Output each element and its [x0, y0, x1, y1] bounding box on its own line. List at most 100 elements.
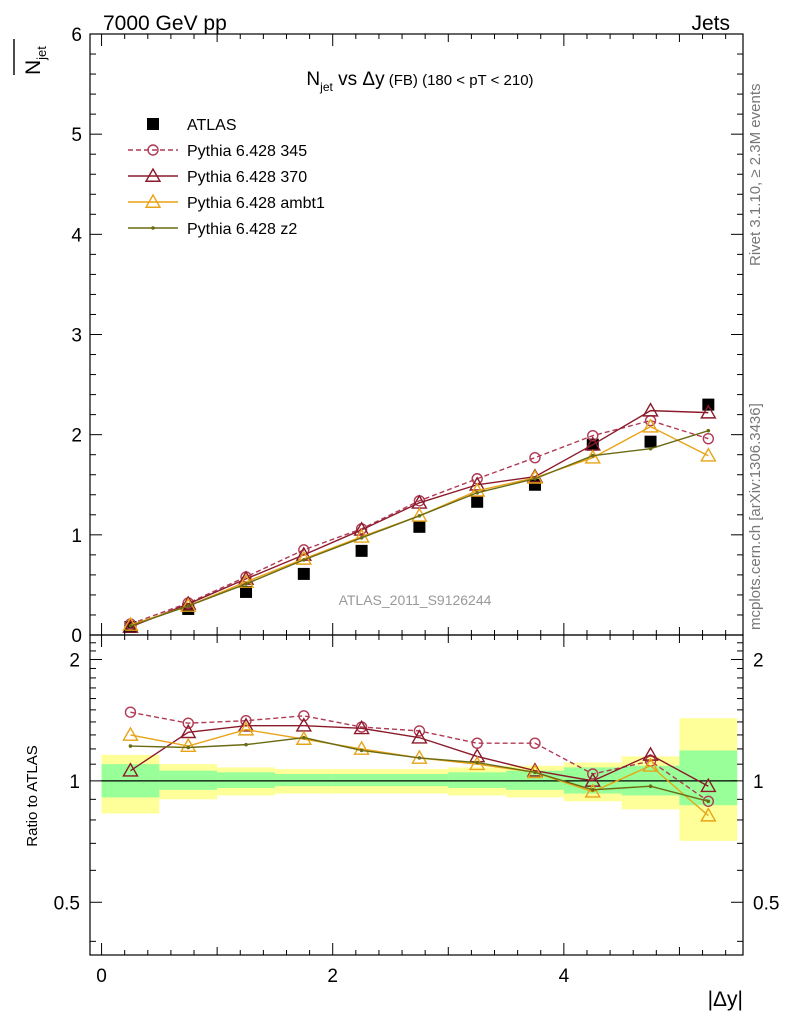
- main-point-4-3: [302, 558, 306, 562]
- main-point-4-7: [533, 476, 537, 481]
- legend-label-4: Pythia 6.428 z2: [187, 221, 297, 238]
- main-series-line-1: [130, 419, 709, 625]
- main-point-2-0: [122, 618, 139, 633]
- ratio-point-1-10: [700, 777, 717, 793]
- title-jet-subscript: jet: [319, 80, 333, 94]
- main-y-tick-label: 0: [71, 626, 82, 647]
- legend-label-1: Pythia 6.428 345: [187, 143, 307, 160]
- x-tick-label: 2: [327, 966, 338, 987]
- ratio-band-inner-4: [332, 774, 391, 787]
- main-point-0-5: [413, 520, 426, 533]
- legend: ATLAS Pythia 6.428 345 Pythia 6.428 370 Pyt…: [128, 117, 325, 238]
- main-point-2-4: [353, 521, 370, 536]
- main-title: Njet vs Δy (FB) (180 < pT < 210): [306, 69, 533, 94]
- ratio-point-3-8: [590, 788, 595, 792]
- legend-entry-4: Pythia 6.428 z2: [128, 221, 297, 238]
- legend-marker-2: [144, 167, 162, 182]
- ratio-series-3: [128, 735, 711, 804]
- header-energy-label: 7000 GeV pp: [103, 12, 227, 35]
- main-y-tick-label: 6: [71, 25, 82, 46]
- ratio-point-2-0: [122, 726, 139, 741]
- main-point-4-10: [706, 428, 711, 433]
- main-point-1-10: [702, 432, 715, 445]
- ratio-point-0-1: [182, 717, 194, 729]
- ratio-point-2-1: [180, 737, 197, 752]
- ratio-point-1-5: [411, 729, 428, 744]
- main-point-4-6: [475, 490, 479, 495]
- main-point-0-3: [297, 567, 310, 580]
- ratio-point-3-3: [302, 735, 306, 740]
- main-point-3-6: [468, 482, 486, 497]
- legend-marker-3: [144, 193, 162, 208]
- ratio-y-tick-label-right: 2: [753, 650, 764, 671]
- ratio-series-1: [122, 717, 717, 793]
- ratio-point-3-10: [706, 799, 711, 804]
- main-point-4-8: [590, 453, 595, 458]
- legend-label-0: ATLAS: [187, 117, 237, 134]
- main-point-4-4: [359, 536, 364, 540]
- legend-entry-0: ATLAS: [147, 117, 237, 134]
- legend-entry-3: Pythia 6.428 ambt1: [128, 193, 325, 212]
- ratio-point-1-2: [237, 717, 255, 732]
- legend-label-2: Pythia 6.428 370: [187, 169, 307, 186]
- ratio-point-3-0: [128, 744, 133, 748]
- ratio-band-inner-2: [217, 772, 275, 789]
- main-point-3-9: [642, 418, 659, 433]
- ratio-point-3-1: [186, 745, 191, 750]
- ratio-y-tick-label-right: 1: [753, 772, 764, 793]
- main-y-tick-label: 2: [71, 426, 82, 447]
- main-point-4-0: [128, 624, 133, 628]
- ratio-point-3-6: [475, 760, 479, 765]
- main-series-line-2: [130, 409, 709, 628]
- ratio-point-1-7: [526, 762, 544, 777]
- ylabel-jet-subscript: jet: [34, 46, 49, 61]
- main-point-1-8: [587, 429, 599, 442]
- ratio-frame: [89, 634, 744, 956]
- main-point-2-1: [180, 595, 197, 610]
- legend-entry-2: Pythia 6.428 370: [128, 167, 307, 186]
- ratio-point-0-5: [413, 725, 426, 737]
- ratio-point-0-7: [529, 737, 541, 749]
- ratio-point-0-8: [587, 768, 599, 780]
- ratio-point-2-10: [700, 807, 717, 822]
- main-point-4-5: [417, 514, 422, 518]
- main-y-tick-label: 1: [71, 526, 82, 547]
- header-jets-label: Jets: [691, 12, 730, 35]
- legend-entry-1: Pythia 6.428 345: [128, 143, 307, 160]
- main-point-0-9: [644, 435, 657, 448]
- ratio-point-1-8: [584, 772, 601, 787]
- x-axis-label: |Δy|: [708, 988, 743, 1011]
- ratio-y-tick-label: 0.5: [54, 893, 80, 914]
- legend-label-3: Pythia 6.428 ambt1: [187, 195, 325, 212]
- title-vs-dy: vs Δy: [333, 69, 385, 90]
- x-tick-label: 0: [96, 966, 107, 987]
- legend-marker-1: [147, 144, 159, 156]
- ratio-point-2-9: [642, 757, 659, 772]
- ratio-y-tick-label: 2: [69, 650, 80, 671]
- x-tick-label: 4: [559, 966, 570, 987]
- ratio-band-inner-3: [274, 774, 333, 787]
- ratio-band-inner-5: [390, 774, 449, 787]
- main-point-3-2: [237, 573, 255, 588]
- main-y-tick-label: 3: [71, 326, 82, 347]
- main-y-tick-label: 4: [71, 225, 82, 246]
- rivet-version-label: Rivet 3.1.10, ≥ 2.3M events: [747, 84, 764, 267]
- ratio-point-2-2: [237, 721, 255, 736]
- main-point-2-10: [700, 404, 717, 419]
- ratio-point-0-10: [702, 795, 715, 807]
- ylabel-n: N: [22, 60, 45, 75]
- axes-group: 0 2 4 0 1 2 3 4 5 6 0.5 0.5 1 1 2 2: [54, 25, 780, 987]
- main-series-group: [122, 398, 717, 633]
- legend-marker-0: [147, 118, 159, 130]
- ratio-band-inner-6: [448, 772, 507, 789]
- ratio-uncertainty-bands: [101, 718, 738, 841]
- ratio-point-3-5: [417, 756, 422, 760]
- ratio-point-3-7: [533, 770, 537, 775]
- main-point-3-10: [700, 447, 717, 462]
- ratio-ylabel: Ratio to ATLAS: [24, 745, 41, 846]
- ratio-point-0-3: [298, 710, 310, 722]
- main-series-2: [122, 402, 717, 633]
- main-ylabel-text: Njet: [22, 46, 49, 75]
